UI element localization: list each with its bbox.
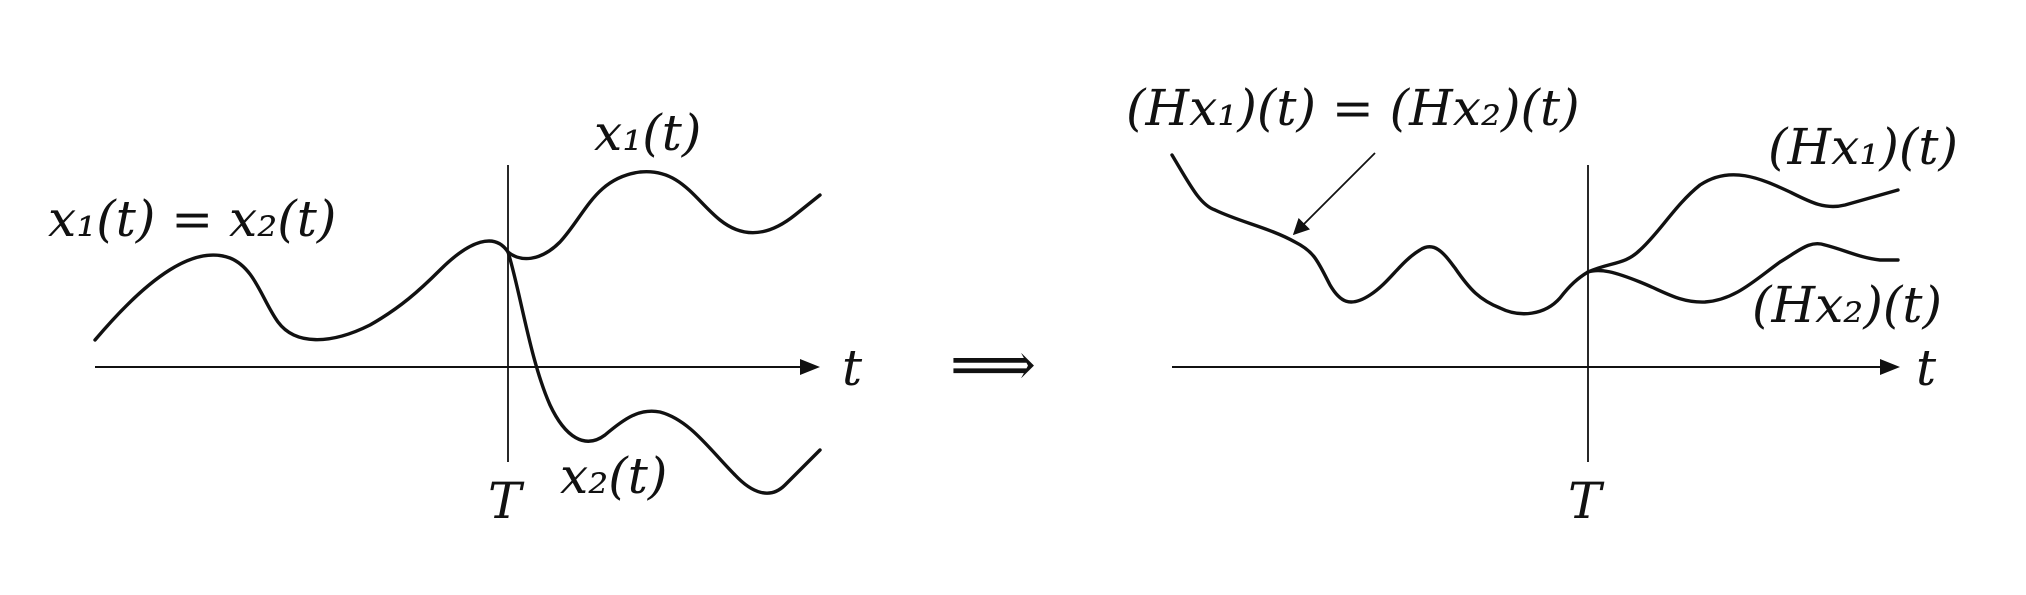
- Hx1-label: (Hx₁)(t): [1768, 118, 1958, 176]
- equal-outputs-pointer-arrow: [1292, 152, 1376, 236]
- right-panel: (Hx₁)(t) = (Hx₂)(t) (Hx₁)(t) (Hx₂)(t) t …: [1126, 79, 1958, 530]
- left-axis-arrowhead: [800, 359, 820, 375]
- x1-label: x₁(t): [594, 104, 701, 162]
- x2-label: x₂(t): [560, 447, 667, 505]
- x1-equals-x2-label: x₁(t) = x₂(t): [48, 190, 336, 248]
- right-time-axis-label: t: [1916, 339, 1937, 397]
- x1-signal-curve: [506, 170, 822, 261]
- right-shared-output-curve: [1170, 153, 1590, 316]
- implies-arrow-icon: ⟹: [950, 330, 1036, 400]
- Hx2-label: (Hx₂)(t): [1752, 276, 1942, 334]
- Hx2-output-curve: [1586, 242, 1900, 304]
- right-axis-arrowhead: [1880, 359, 1900, 375]
- Hx1-output-curve: [1586, 173, 1900, 274]
- left-panel: x₁(t) = x₂(t) x₁(t) x₂(t) t T: [48, 104, 863, 530]
- right-cutoff-label: T: [1568, 472, 1605, 530]
- left-time-axis-label: t: [842, 339, 863, 397]
- left-shared-signal-curve: [93, 239, 510, 342]
- x2-signal-curve: [506, 250, 822, 495]
- equal-outputs-label: (Hx₁)(t) = (Hx₂)(t): [1126, 79, 1580, 137]
- left-cutoff-label: T: [488, 472, 525, 530]
